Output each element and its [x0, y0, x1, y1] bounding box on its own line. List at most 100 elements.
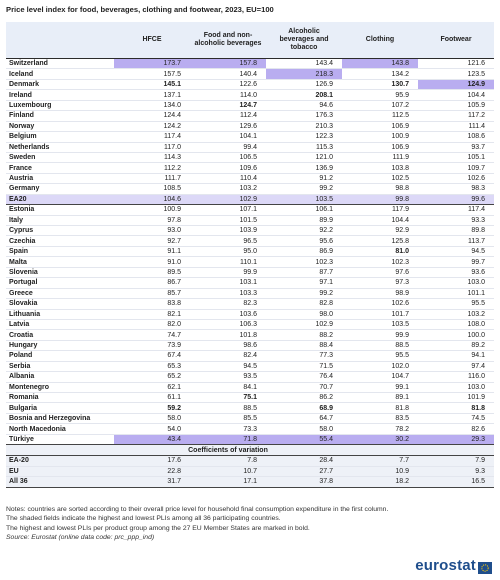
country-cell: Norway	[6, 121, 114, 133]
table-row: All 36 31.7 17.1 37.8 18.2 16.5	[6, 476, 494, 488]
country-cell: Finland	[6, 110, 114, 122]
value-cell: 92.9	[342, 225, 418, 237]
value-cell: 117.2	[418, 110, 494, 122]
value-cell: 82.1	[114, 309, 190, 320]
header-country	[6, 22, 114, 59]
value-cell: 101.7	[342, 309, 418, 320]
value-cell: 98.0	[266, 309, 342, 320]
country-cell: Bulgaria	[6, 402, 114, 414]
value-cell: 82.0	[114, 319, 190, 331]
value-cell: 122.3	[266, 131, 342, 143]
value-cell: 22.8	[114, 466, 190, 478]
value-cell: 97.8	[114, 215, 190, 227]
country-cell: Greece	[6, 288, 114, 300]
value-cell: 99.9	[342, 329, 418, 341]
value-cell: 105.1	[418, 152, 494, 164]
value-cell: 124.4	[114, 110, 190, 122]
value-cell: 136.9	[266, 162, 342, 174]
value-cell: 58.0	[266, 423, 342, 435]
note-line: The highest and lowest PLIs per product …	[6, 524, 310, 532]
country-cell: Hungary	[6, 340, 114, 352]
table-row: Hungary 73.9 98.6 88.4 88.5 89.2	[6, 340, 494, 352]
value-cell: 83.8	[114, 298, 190, 310]
value-cell: 157.8	[190, 57, 266, 70]
value-cell: 107.2	[342, 100, 418, 112]
value-cell: 99.6	[418, 193, 494, 206]
value-cell: 99.1	[342, 382, 418, 394]
country-cell: Albania	[6, 371, 114, 383]
value-cell: 95.5	[342, 350, 418, 362]
value-cell: 103.2	[418, 309, 494, 320]
value-cell: 93.7	[418, 142, 494, 153]
value-cell: 87.7	[266, 267, 342, 279]
cov-header-spacer	[6, 444, 114, 457]
value-cell: 103.1	[190, 277, 266, 289]
table-row: Croatia 74.7 101.8 88.2 99.9 100.0	[6, 329, 494, 341]
table-row: Netherlands 117.0 99.4 115.3 106.9 93.7	[6, 142, 494, 153]
value-cell: 124.9	[418, 79, 494, 91]
value-cell: 97.6	[342, 267, 418, 279]
header-hfce: HFCE	[114, 22, 190, 59]
value-cell: 9.3	[418, 466, 494, 478]
value-cell: 95.9	[342, 89, 418, 101]
value-cell: 98.3	[418, 183, 494, 195]
value-cell: 74.7	[114, 329, 190, 341]
table-row: Austria 111.7 110.4 91.2 102.5 102.6	[6, 173, 494, 185]
country-cell: Italy	[6, 215, 114, 227]
value-cell: 126.9	[266, 79, 342, 91]
table-row: Luxembourg 134.0 124.7 94.6 107.2 105.9	[6, 100, 494, 112]
country-cell: Belgium	[6, 131, 114, 143]
table-row: Montenegro 62.1 84.1 70.7 99.1 103.0	[6, 382, 494, 394]
value-cell: 91.2	[266, 173, 342, 185]
table-row: Latvia 82.0 106.3 102.9 103.5 108.0	[6, 319, 494, 331]
table-body: Switzerland 173.7 157.8 143.4 143.8 121.6 Icel…	[6, 57, 494, 488]
value-cell: 112.2	[114, 162, 190, 174]
value-cell: 62.1	[114, 382, 190, 394]
table-row: Greece 85.7 103.3 99.2 98.9 101.1	[6, 288, 494, 300]
value-cell: 31.7	[114, 476, 190, 488]
value-cell: 70.7	[266, 382, 342, 394]
value-cell: 10.7	[190, 466, 266, 478]
country-cell: Denmark	[6, 79, 114, 91]
value-cell: 103.3	[190, 288, 266, 300]
value-cell: 76.4	[266, 371, 342, 383]
cov-header-spacer	[342, 444, 494, 457]
value-cell: 7.9	[418, 455, 494, 467]
value-cell: 145.1	[114, 79, 190, 91]
value-cell: 104.1	[190, 131, 266, 143]
table-row: Czechia 92.7 96.5 95.6 125.8 113.7	[6, 235, 494, 247]
value-cell: 157.5	[114, 68, 190, 80]
country-cell: Slovakia	[6, 298, 114, 310]
value-cell: 95.6	[266, 235, 342, 247]
value-cell: 85.5	[190, 413, 266, 425]
note-line: Notes: countries are sorted according to…	[6, 506, 389, 513]
country-cell: Luxembourg	[6, 100, 114, 112]
value-cell: 125.8	[342, 235, 418, 247]
table-row: Germany 108.5 103.2 99.2 98.8 98.3	[6, 183, 494, 195]
value-cell: 106.1	[266, 204, 342, 216]
country-cell: Croatia	[6, 329, 114, 341]
value-cell: 71.5	[266, 361, 342, 373]
country-cell: Portugal	[6, 277, 114, 289]
value-cell: 109.6	[190, 162, 266, 174]
value-cell: 143.4	[266, 57, 342, 70]
value-cell: 89.9	[266, 215, 342, 227]
table-title: Price level index for food, beverages, c…	[6, 5, 274, 14]
value-cell: 115.3	[266, 142, 342, 153]
table-row: Finland 124.4 112.4 176.3 112.5 117.2	[6, 110, 494, 122]
value-cell: 92.7	[114, 235, 190, 247]
value-cell: 111.4	[418, 121, 494, 133]
value-cell: 94.6	[266, 100, 342, 112]
value-cell: 124.2	[114, 121, 190, 133]
value-cell: 10.9	[342, 466, 418, 478]
value-cell: 114.3	[114, 152, 190, 164]
value-cell: 124.7	[190, 100, 266, 112]
value-cell: 137.1	[114, 89, 190, 101]
table-row: Romania 61.1 75.1 86.2 89.1 101.9	[6, 392, 494, 404]
value-cell: 102.6	[418, 173, 494, 185]
value-cell: 18.2	[342, 476, 418, 488]
table-row: EU 22.8 10.7 27.7 10.9 9.3	[6, 466, 494, 478]
logo-text: eurostat	[415, 557, 476, 574]
header-footwear: Footwear	[418, 22, 494, 59]
value-cell: 108.5	[114, 183, 190, 195]
